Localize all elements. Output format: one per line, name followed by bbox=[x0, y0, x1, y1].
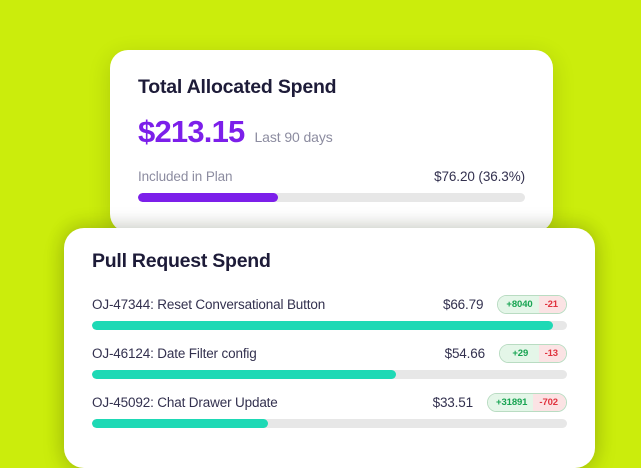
pull-request-label: OJ-46124: Date Filter config bbox=[92, 346, 257, 362]
diff-badge: +29 -13 bbox=[499, 344, 567, 364]
pull-request-progress-track bbox=[92, 370, 567, 380]
card-body: Pull Request Spend OJ-47344: Reset Conve… bbox=[64, 228, 595, 429]
pull-request-progress-fill bbox=[92, 419, 268, 429]
included-in-plan-progress-fill bbox=[138, 193, 279, 203]
included-in-plan-progress-track bbox=[138, 193, 525, 203]
total-amount-value: $213.15 bbox=[138, 114, 245, 150]
pull-request-label: OJ-45092: Chat Drawer Update bbox=[92, 395, 278, 411]
deletions-count: -702 bbox=[533, 394, 566, 412]
pull-request-spend-card: Pull Request Spend OJ-47344: Reset Conve… bbox=[64, 228, 595, 468]
included-in-plan-label: Included in Plan bbox=[138, 169, 233, 185]
list-item-metrics: $54.66 +29 -13 bbox=[431, 344, 567, 364]
pull-request-amount: $66.79 bbox=[442, 297, 484, 313]
list-item-metrics: $66.79 +8040 -21 bbox=[429, 295, 567, 315]
card-body: Total Allocated Spend $213.15 Last 90 da… bbox=[110, 50, 553, 203]
list-item-metrics: $33.51 +31891 -702 bbox=[419, 393, 567, 413]
pull-request-progress-fill bbox=[92, 321, 553, 331]
pull-request-label: OJ-47344: Reset Conversational Button bbox=[92, 297, 326, 313]
pull-request-progress-track bbox=[92, 419, 567, 429]
included-in-plan-row: Included in Plan $76.20 (36.3%) bbox=[138, 169, 525, 184]
list-item-header: OJ-45092: Chat Drawer Update $33.51 +31891… bbox=[92, 393, 567, 413]
pull-request-amount: $33.51 bbox=[432, 395, 474, 411]
list-item-header: OJ-47344: Reset Conversational Button $66… bbox=[92, 295, 567, 315]
list-item[interactable]: OJ-46124: Date Filter config $54.66 +29 -13 bbox=[92, 344, 567, 380]
page-title: Total Allocated Spend bbox=[138, 76, 337, 98]
deletions-count: -21 bbox=[538, 296, 566, 314]
period-label: Last 90 days bbox=[254, 129, 333, 146]
pull-request-list: OJ-47344: Reset Conversational Button $66… bbox=[92, 295, 567, 429]
included-in-plan-value: $76.20 (36.3%) bbox=[434, 169, 525, 185]
pull-request-amount: $54.66 bbox=[444, 346, 486, 362]
additions-count: +8040 bbox=[498, 296, 539, 314]
diff-badge: +31891 -702 bbox=[487, 393, 567, 413]
list-item[interactable]: OJ-45092: Chat Drawer Update $33.51 +31891… bbox=[92, 393, 567, 429]
dashboard-canvas: Total Allocated Spend $213.15 Last 90 da… bbox=[64, 50, 595, 468]
list-item[interactable]: OJ-47344: Reset Conversational Button $66… bbox=[92, 295, 567, 331]
pull-request-spend-title: Pull Request Spend bbox=[92, 250, 271, 272]
pull-request-progress-fill bbox=[92, 370, 396, 380]
amount-row: $213.15 Last 90 days bbox=[138, 116, 525, 147]
diff-badge: +8040 -21 bbox=[497, 295, 567, 315]
pull-request-progress-track bbox=[92, 321, 567, 331]
additions-count: +29 bbox=[500, 345, 539, 363]
list-item-header: OJ-46124: Date Filter config $54.66 +29 -13 bbox=[92, 344, 567, 364]
additions-count: +31891 bbox=[488, 394, 534, 412]
total-allocated-spend-card: Total Allocated Spend $213.15 Last 90 da… bbox=[110, 50, 553, 232]
deletions-count: -13 bbox=[538, 345, 566, 363]
